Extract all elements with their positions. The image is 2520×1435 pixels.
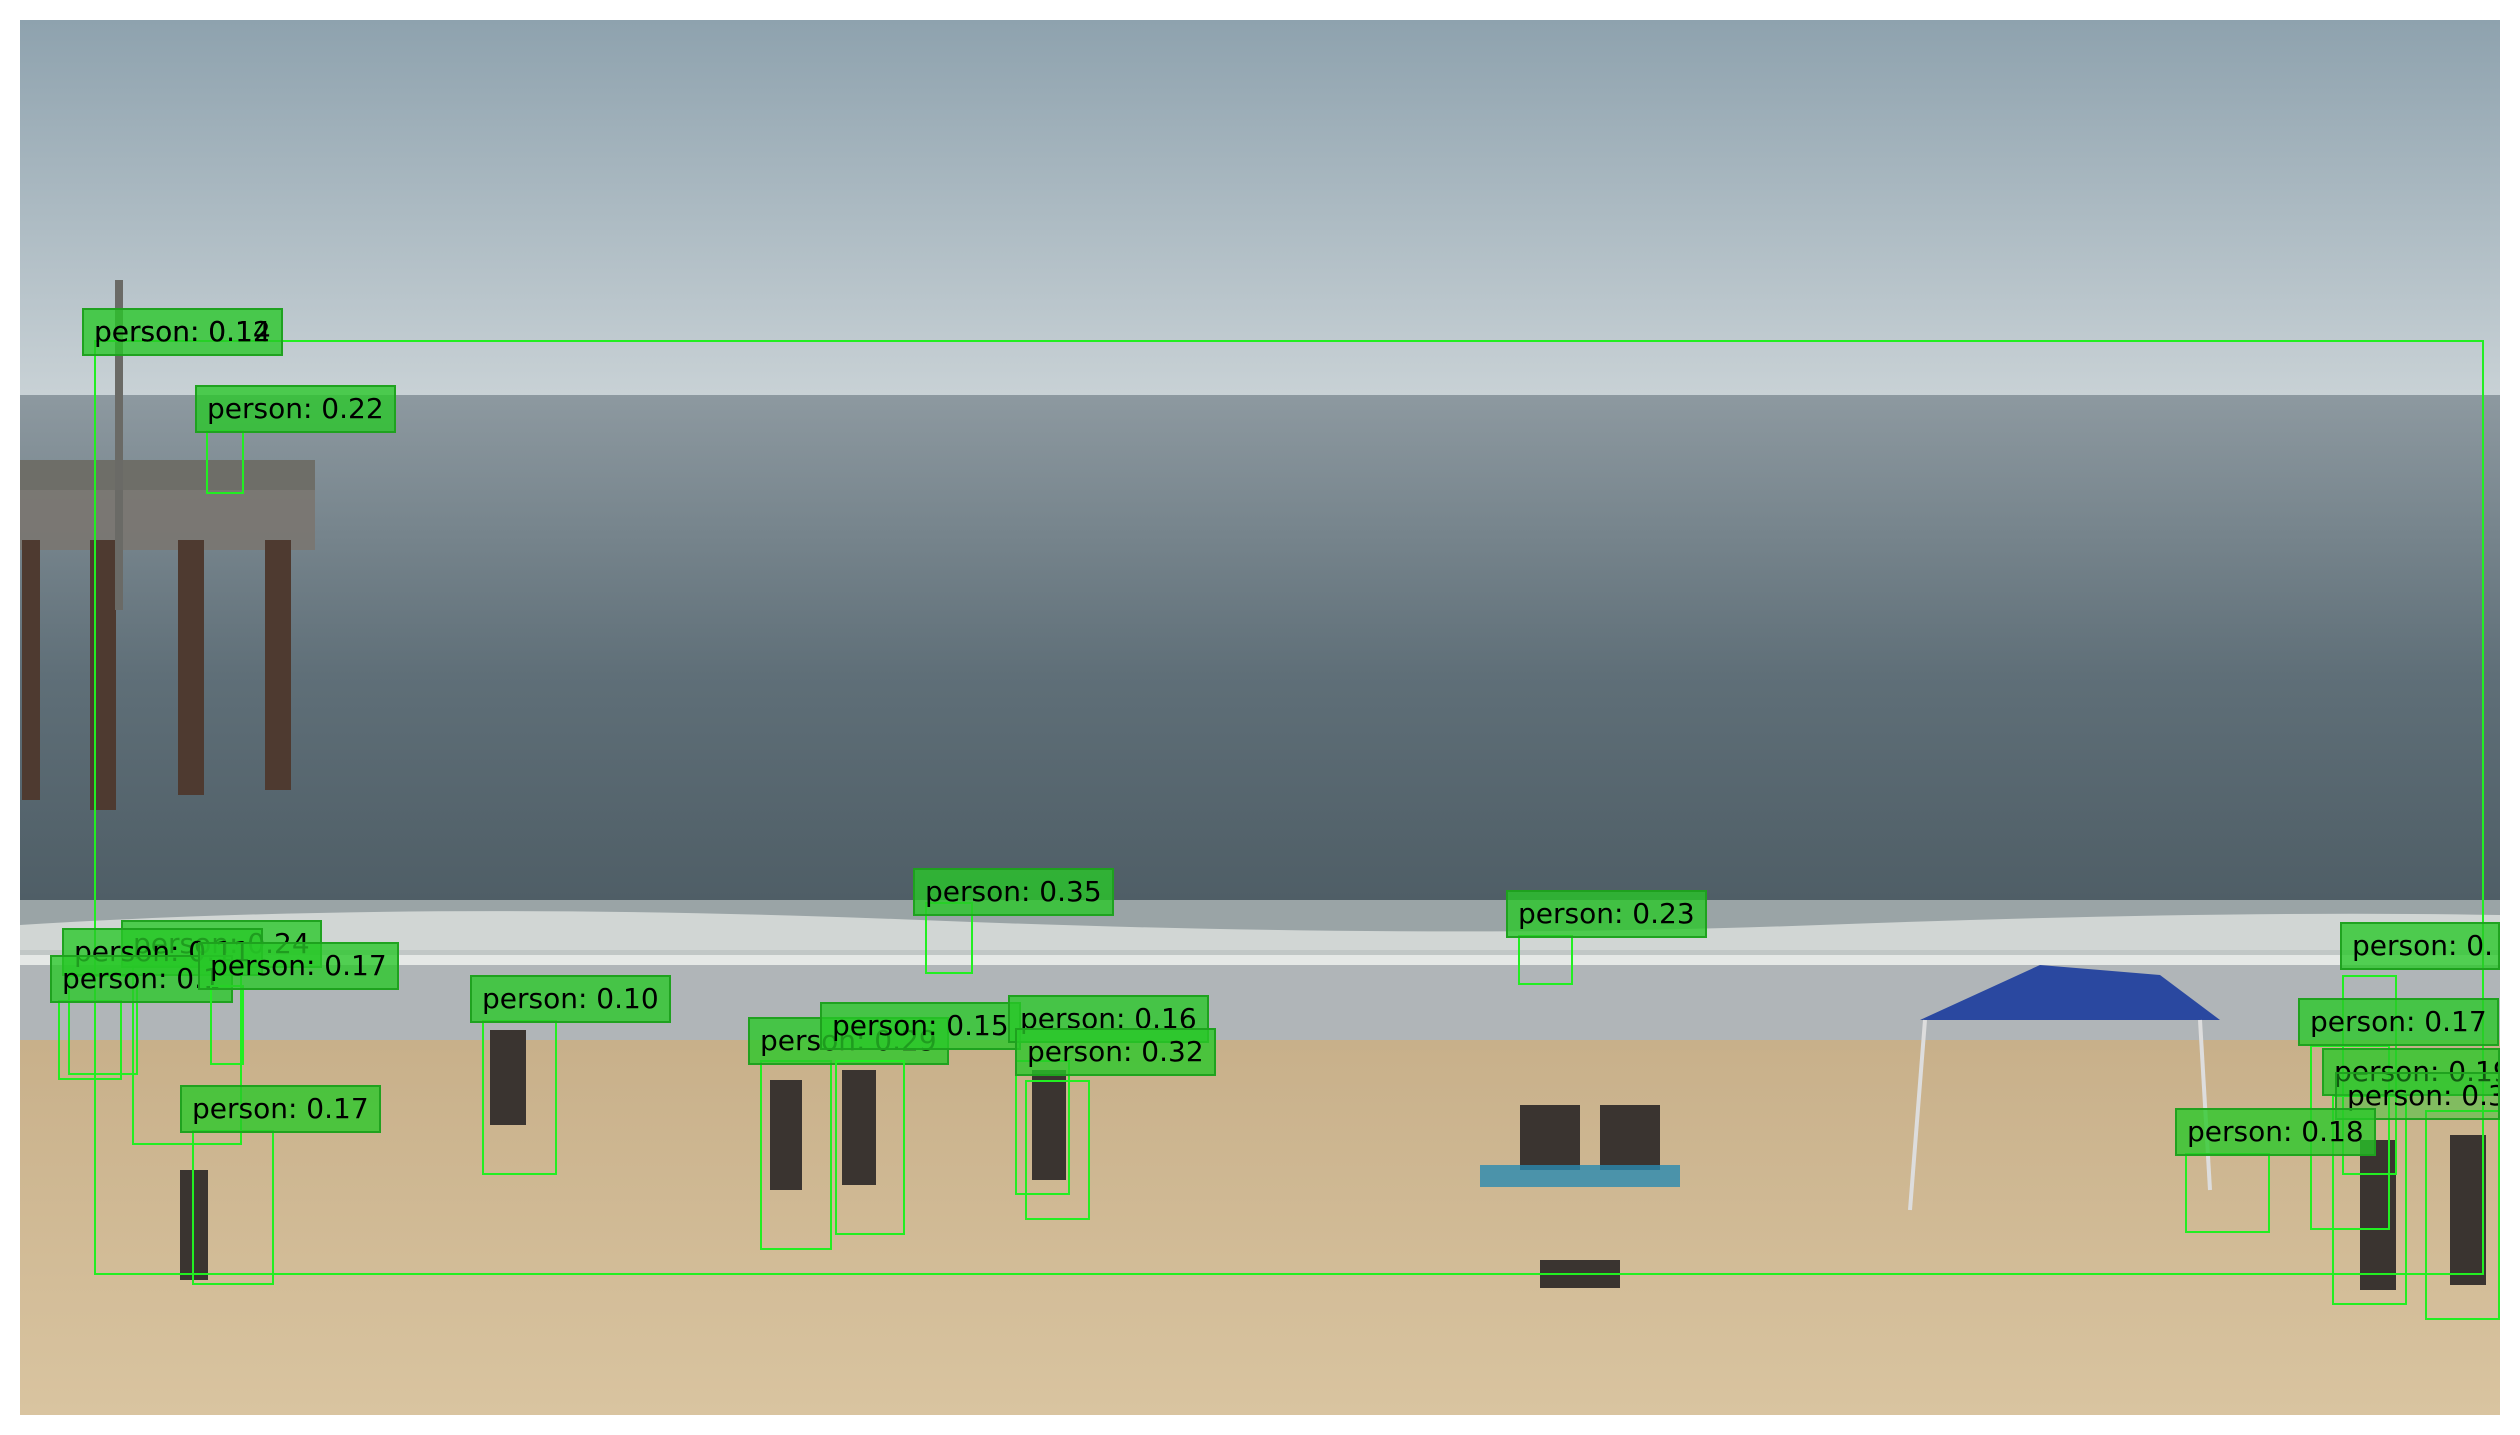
detection-box (206, 430, 244, 494)
detection-label: person: 0.3 (2335, 1072, 2500, 1120)
beach-photo (20, 20, 2500, 1415)
detection-box (2332, 1095, 2407, 1305)
detection-box (2185, 1153, 2270, 1233)
detection-box (192, 1130, 274, 1285)
detection-label: person: 0.14 (94, 315, 271, 348)
detection-label: person: 0.35 (913, 868, 1114, 916)
detection-label: person: 0.17 (198, 942, 399, 990)
detection-label: person: 0.23 (1506, 890, 1707, 938)
detection-label: person: 0.10 (470, 975, 671, 1023)
detection-label: person: 0. (2340, 922, 2500, 970)
detection-box (760, 1060, 832, 1250)
detection-box (94, 340, 2484, 1275)
detection-label: person: 0.17 (2298, 998, 2499, 1046)
detection-label: person: 0.32 (1015, 1028, 1216, 1076)
detection-label: person: 0.17 (180, 1085, 381, 1133)
detection-box (210, 985, 244, 1065)
detection-label: person: 0.22 (195, 385, 396, 433)
detection-box (1518, 935, 1573, 985)
detection-box (1025, 1080, 1090, 1220)
detection-label: person: 0.15 (820, 1002, 1021, 1050)
detection-box (58, 1000, 122, 1080)
detection-box (482, 1020, 557, 1175)
detection-box (2425, 1110, 2500, 1320)
detection-box (835, 1060, 905, 1235)
detection-label: person: 0.12 (82, 308, 283, 356)
beach-scene: person: 0.12 person: 0.14 person: 0.22 p… (20, 20, 2500, 1415)
detection-label: person: 0.18 (2175, 1108, 2376, 1156)
